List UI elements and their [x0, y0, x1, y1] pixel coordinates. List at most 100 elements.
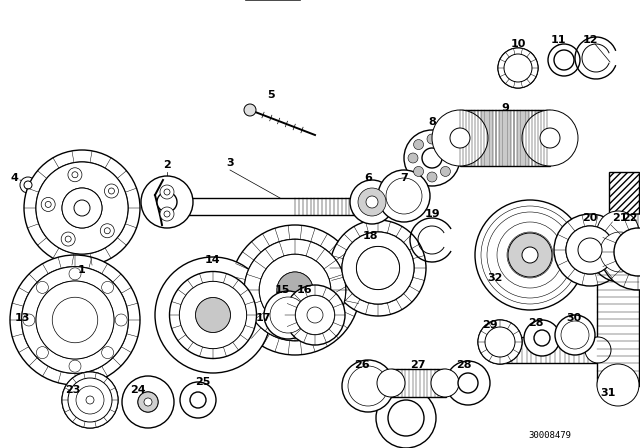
Circle shape	[450, 128, 470, 148]
Circle shape	[62, 188, 102, 228]
Text: 30: 30	[566, 313, 582, 323]
Text: 21: 21	[612, 213, 628, 223]
Circle shape	[431, 369, 459, 397]
Circle shape	[69, 360, 81, 372]
Circle shape	[36, 162, 128, 254]
Circle shape	[440, 167, 451, 177]
Circle shape	[554, 214, 626, 286]
Circle shape	[354, 372, 382, 400]
Circle shape	[277, 272, 313, 308]
Circle shape	[196, 297, 230, 332]
Circle shape	[277, 272, 313, 308]
Circle shape	[475, 200, 585, 310]
Circle shape	[155, 257, 271, 373]
Circle shape	[141, 176, 193, 228]
Circle shape	[100, 224, 115, 238]
Circle shape	[61, 232, 75, 246]
Circle shape	[23, 314, 35, 326]
Text: 27: 27	[410, 360, 426, 370]
Circle shape	[554, 50, 574, 70]
Circle shape	[458, 373, 478, 393]
Text: 6: 6	[364, 173, 372, 183]
Text: 28: 28	[456, 360, 472, 370]
Circle shape	[487, 212, 573, 298]
Text: 24: 24	[130, 385, 146, 395]
Circle shape	[432, 110, 488, 166]
Circle shape	[52, 297, 98, 343]
Circle shape	[259, 254, 331, 326]
Circle shape	[396, 188, 412, 204]
Circle shape	[72, 172, 78, 178]
Text: 29: 29	[482, 320, 498, 330]
Circle shape	[138, 392, 158, 412]
Circle shape	[36, 281, 114, 359]
Text: 10: 10	[510, 39, 525, 49]
Circle shape	[386, 178, 422, 214]
Circle shape	[413, 167, 424, 177]
Bar	[460, 110, 550, 166]
Circle shape	[104, 184, 118, 198]
Circle shape	[356, 246, 399, 289]
Text: 30008479: 30008479	[528, 431, 571, 439]
Text: 8: 8	[428, 117, 436, 127]
Circle shape	[578, 238, 602, 262]
Circle shape	[86, 396, 94, 404]
Text: 28: 28	[528, 318, 544, 328]
Circle shape	[108, 188, 115, 194]
Circle shape	[276, 303, 300, 327]
Circle shape	[478, 320, 522, 364]
Circle shape	[270, 297, 306, 333]
Text: 9: 9	[501, 103, 509, 113]
Circle shape	[122, 376, 174, 428]
Circle shape	[493, 218, 567, 292]
Text: 14: 14	[205, 255, 221, 265]
Circle shape	[497, 222, 563, 288]
Circle shape	[36, 162, 128, 254]
Circle shape	[22, 267, 128, 373]
Circle shape	[170, 271, 257, 358]
Circle shape	[388, 400, 424, 436]
Text: 32: 32	[487, 273, 502, 283]
Circle shape	[285, 285, 345, 345]
Circle shape	[69, 268, 81, 280]
Circle shape	[179, 281, 246, 349]
Circle shape	[508, 233, 552, 277]
Circle shape	[138, 392, 158, 412]
Bar	[136, 386, 166, 394]
Circle shape	[597, 364, 639, 406]
Circle shape	[160, 207, 174, 221]
Circle shape	[377, 369, 405, 397]
Circle shape	[548, 44, 580, 76]
Circle shape	[487, 212, 573, 298]
Circle shape	[498, 48, 538, 88]
Circle shape	[540, 128, 560, 148]
Circle shape	[24, 181, 32, 189]
Circle shape	[230, 225, 360, 355]
Circle shape	[62, 372, 118, 428]
Text: 20: 20	[582, 213, 598, 223]
Circle shape	[196, 297, 230, 332]
Text: 5: 5	[267, 90, 275, 100]
Circle shape	[427, 172, 437, 182]
Circle shape	[296, 296, 335, 335]
Circle shape	[307, 307, 323, 323]
Circle shape	[504, 54, 532, 82]
Circle shape	[566, 226, 614, 274]
Text: 23: 23	[65, 385, 81, 395]
Circle shape	[62, 188, 102, 228]
Circle shape	[413, 140, 424, 150]
Bar	[597, 231, 639, 385]
Circle shape	[362, 192, 382, 212]
Circle shape	[376, 388, 436, 448]
Text: 12: 12	[582, 35, 598, 45]
Circle shape	[534, 330, 550, 346]
Circle shape	[160, 185, 174, 199]
Circle shape	[330, 220, 426, 316]
Circle shape	[427, 134, 437, 144]
Text: 15: 15	[275, 285, 290, 295]
Circle shape	[20, 177, 36, 193]
Circle shape	[76, 386, 104, 414]
Circle shape	[597, 211, 639, 253]
Circle shape	[524, 320, 560, 356]
Circle shape	[244, 104, 256, 116]
